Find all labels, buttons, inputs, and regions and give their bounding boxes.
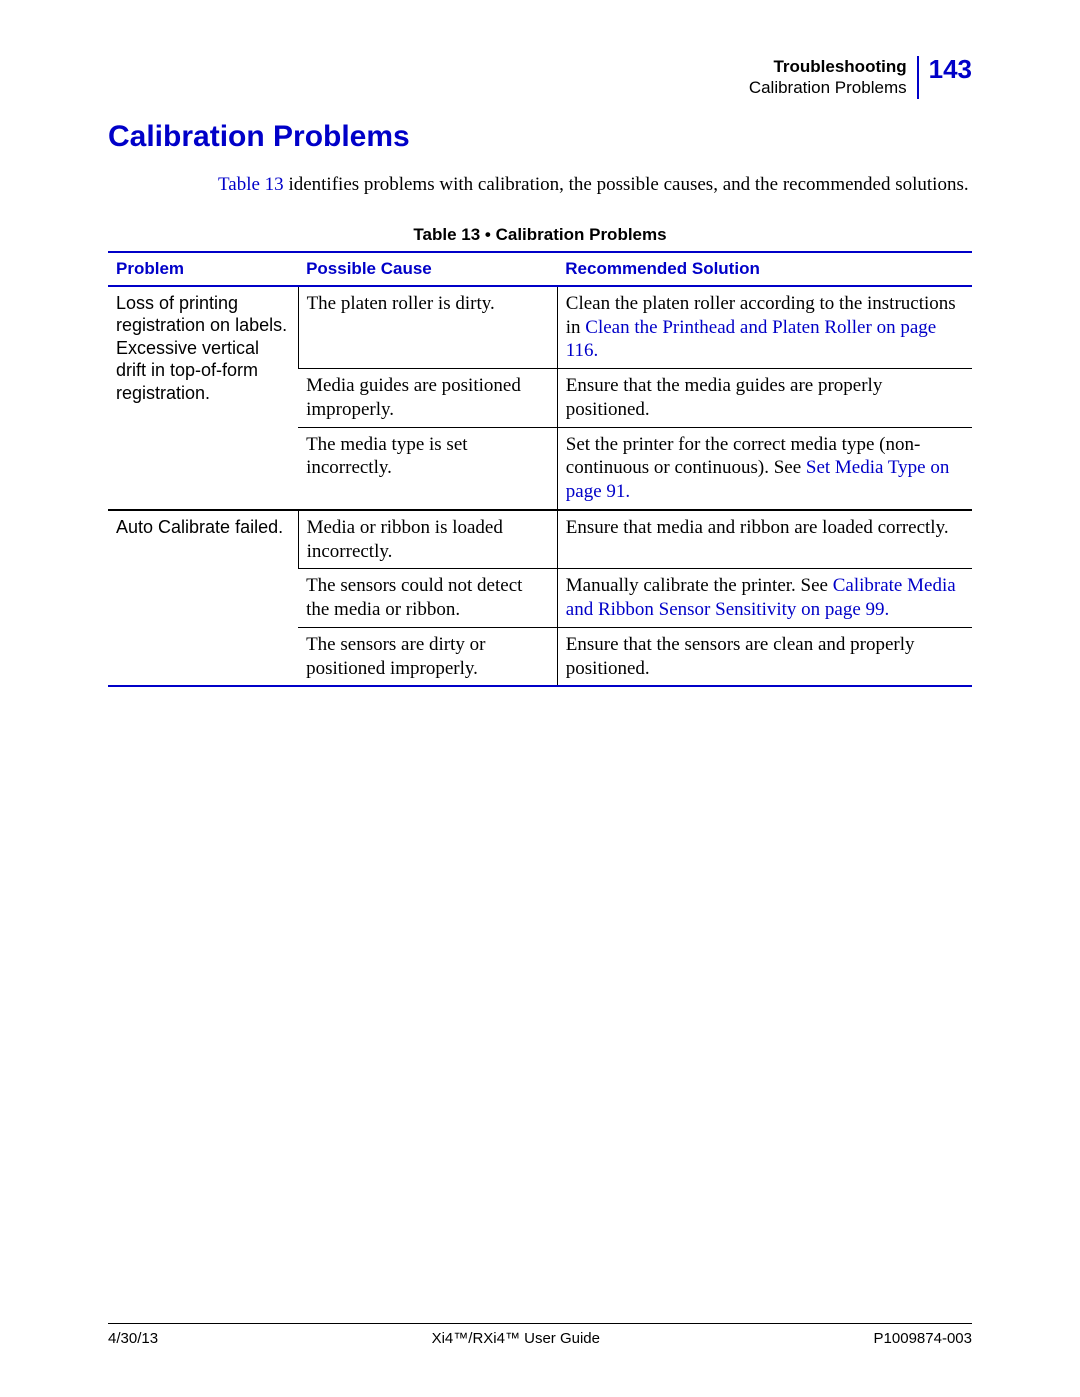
xref-link[interactable]: Set Media Type xyxy=(806,457,926,478)
cell-solution: Manually calibrate the printer. See Cali… xyxy=(557,569,972,628)
page: Troubleshooting Calibration Problems 143… xyxy=(0,0,1080,1397)
footer-docnum: P1009874-003 xyxy=(874,1330,972,1347)
calibration-table: Problem Possible Cause Recommended Solut… xyxy=(108,251,972,688)
cell-cause: The sensors could not detect the media o… xyxy=(298,569,557,628)
page-footer: 4/30/13 Xi4™/RXi4™ User Guide P1009874-0… xyxy=(108,1323,972,1347)
intro-text: identifies problems with calibration, th… xyxy=(284,174,969,195)
cell-problem: Auto Calibrate failed. xyxy=(108,510,298,687)
xref-page[interactable]: on page 99. xyxy=(796,599,889,620)
header-chapter: Troubleshooting xyxy=(749,56,907,77)
sol-text: Manually calibrate the printer. See xyxy=(566,575,833,596)
col-header-cause: Possible Cause xyxy=(298,252,557,286)
running-header: Troubleshooting Calibration Problems 143 xyxy=(749,56,972,99)
section-title: Calibration Problems xyxy=(108,120,972,154)
content-area: Calibration Problems Table 13 identifies… xyxy=(108,120,972,687)
cell-cause: The platen roller is dirty. xyxy=(298,286,557,369)
col-header-solution: Recommended Solution xyxy=(557,252,972,286)
intro-table-ref[interactable]: Table 13 xyxy=(218,174,284,195)
table-caption: Table 13 • Calibration Problems xyxy=(108,225,972,245)
xref-link[interactable]: Clean the Printhead and Platen Roller xyxy=(585,317,872,338)
cell-solution: Ensure that the media guides are properl… xyxy=(557,369,972,428)
col-header-problem: Problem xyxy=(108,252,298,286)
cell-cause: Media or ribbon is loaded incorrectly. xyxy=(298,510,557,569)
cell-problem: Loss of printing registration on labels.… xyxy=(108,286,298,510)
table-row: Loss of printing registration on labels.… xyxy=(108,286,972,369)
cell-solution: Ensure that the sensors are clean and pr… xyxy=(557,627,972,686)
cell-cause: The sensors are dirty or positioned impr… xyxy=(298,627,557,686)
table-header-row: Problem Possible Cause Recommended Solut… xyxy=(108,252,972,286)
cell-solution: Ensure that media and ribbon are loaded … xyxy=(557,510,972,569)
cell-cause: The media type is set incorrectly. xyxy=(298,427,557,510)
cell-solution: Set the printer for the correct media ty… xyxy=(557,427,972,510)
cell-cause: Media guides are positioned improperly. xyxy=(298,369,557,428)
header-page-number: 143 xyxy=(919,56,972,99)
table-row: Auto Calibrate failed. Media or ribbon i… xyxy=(108,510,972,569)
intro-paragraph: Table 13 identifies problems with calibr… xyxy=(218,173,972,197)
header-text-block: Troubleshooting Calibration Problems xyxy=(749,56,919,99)
footer-guide: Xi4™/RXi4™ User Guide xyxy=(432,1330,600,1347)
footer-date: 4/30/13 xyxy=(108,1330,158,1347)
header-section: Calibration Problems xyxy=(749,77,907,98)
cell-solution: Clean the platen roller according to the… xyxy=(557,286,972,369)
